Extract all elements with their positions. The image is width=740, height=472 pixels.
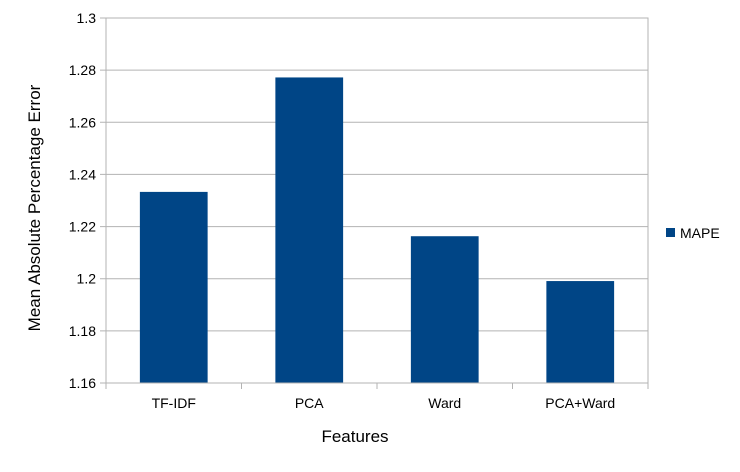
- y-tick-label: 1.24: [69, 166, 96, 182]
- x-axis-title: Features: [321, 427, 388, 446]
- x-tick-label: TF-IDF: [152, 395, 196, 411]
- y-tick-label: 1.16: [69, 375, 96, 391]
- y-tick-label: 1.2: [77, 271, 97, 287]
- y-tick-label: 1.26: [69, 114, 96, 130]
- legend-label-mape: MAPE: [680, 225, 720, 241]
- y-axis-title: Mean Absolute Percentage Error: [25, 84, 44, 331]
- bar-tf-idf: [139, 191, 208, 383]
- bars: [139, 77, 615, 383]
- bar-pca-ward: [546, 281, 615, 383]
- y-tick-label: 1.28: [69, 62, 96, 78]
- y-tick-label: 1.18: [69, 323, 96, 339]
- x-tick-label: PCA: [295, 395, 324, 411]
- x-tick-label: PCA+Ward: [545, 395, 615, 411]
- legend: MAPE: [666, 225, 720, 241]
- y-tick-label: 1.3: [77, 10, 97, 26]
- legend-swatch: [666, 228, 675, 237]
- tick-labels: 1.16 1.18 1.2 1.22 1.24 1.26 1.28 1.3 TF-IDF PCA W…: [69, 10, 615, 411]
- axes: [105, 17, 649, 389]
- bar-ward: [410, 236, 479, 383]
- bar-pca: [275, 77, 344, 383]
- x-tick-label: Ward: [428, 395, 461, 411]
- y-tick-label: 1.22: [69, 219, 96, 235]
